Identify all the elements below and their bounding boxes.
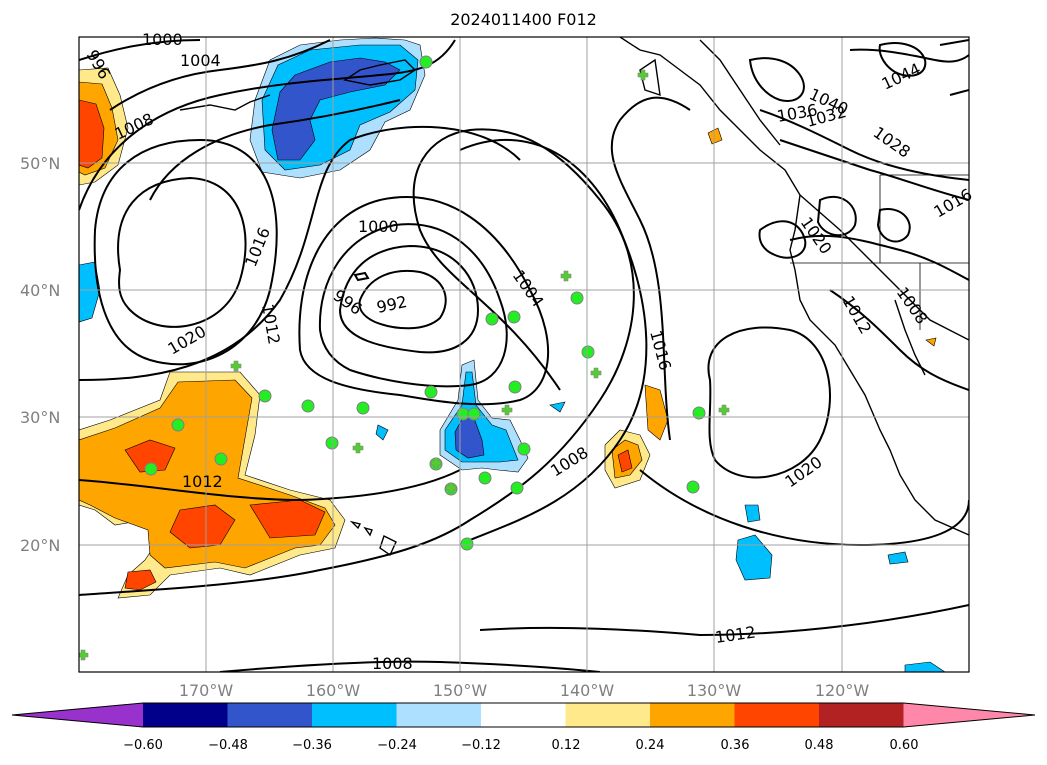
observation-circle-marker [507,310,521,324]
observation-circle-marker [485,312,499,326]
colorbar-extend-min [12,703,143,727]
political-borders [790,174,969,330]
observation-circle-marker [356,401,370,415]
observation-circle-marker [419,55,433,69]
lon-label: 170°W [179,681,234,700]
colorbar-segment [143,703,228,727]
observation-circle-marker [570,291,584,305]
contour-label: 1020 [781,452,825,491]
lon-label: 140°W [560,681,615,700]
contour-label: 1028 [870,123,914,162]
map-frame [78,36,970,673]
observation-plus-marker [637,69,649,81]
lat-label: 50°N [20,154,60,173]
colorbar-segment [819,703,904,727]
colorbar-extend-max [903,703,1035,727]
observation-plus-marker [230,360,242,372]
lon-label: 160°W [306,681,361,700]
lat-label: 30°N [20,408,60,427]
contour-label: 1016 [646,328,675,372]
lon-label: 120°W [815,681,870,700]
colorbar-segment [227,703,313,727]
map-title: 2024011400 F012 [450,10,597,29]
colorbar-tick-label: −0.60 [123,738,163,753]
contour-label: 1000 [358,217,399,236]
observation-circle-marker [171,418,185,432]
coastlines [179,37,969,557]
colorbar-labels: −0.60 −0.48 −0.36 −0.24 −0.12 0.12 0.24 … [123,738,918,753]
contour-label: 1000 [142,30,183,49]
colorbar-segment [396,703,482,727]
colorbar-tick-label: 0.48 [805,738,834,753]
observation-circle-marker [686,480,700,494]
observation-circle-marker [478,471,492,485]
observation-plus-marker [445,482,457,494]
colorbar-segment [734,703,820,727]
observation-plus-marker [590,367,602,379]
observation-circle-marker [424,385,438,399]
isobars [79,39,969,672]
colorbar-tick-label: 0.12 [552,738,581,753]
observation-circle-marker [517,442,531,456]
lon-label: 130°W [687,681,742,700]
contour-label: 992 [375,292,409,317]
colorbar-tick-label: −0.24 [377,738,417,753]
lat-label: 20°N [20,536,60,555]
map-gridlines [79,37,969,672]
observation-circle-marker [258,389,272,403]
colorbar-segment [565,703,651,727]
colorbar-tick-label: −0.12 [461,738,501,753]
latitude-labels: 50°N 40°N 30°N 20°N [20,154,60,555]
colorbar-tick-label: −0.36 [292,738,332,753]
observation-circle-marker [467,407,481,421]
observation-markers [79,55,730,661]
lon-label: 150°W [433,681,488,700]
colorbar-tick-label: 0.36 [721,738,750,753]
observation-circle-marker [144,462,158,476]
observation-plus-marker [430,457,442,469]
observation-plus-marker [79,649,89,661]
contour-label: 1008 [372,654,413,673]
shaded-field [79,37,946,672]
observation-circle-marker [581,345,595,359]
colorbar-tick-label: −0.48 [208,738,248,753]
observation-plus-marker [560,270,572,282]
colorbar-segment [481,703,566,727]
colorbar-segment [312,703,397,727]
observation-circle-marker [508,380,522,394]
contour-label: 1012 [258,302,284,345]
lat-label: 40°N [20,281,60,300]
contour-labels: 1000 1004 996 1008 1016 1012 1020 1000 9… [83,30,976,673]
observation-circle-marker [301,399,315,413]
colorbar-outline [11,702,1036,728]
contour-label: 1012 [714,622,757,646]
observation-plus-marker [352,442,364,454]
contour-label: 1012 [182,472,223,491]
colorbar [11,702,1036,728]
contour-label: 1012 [839,293,876,338]
observation-plus-marker [501,404,513,416]
colorbar-segment [650,703,735,727]
observation-circle-marker [460,537,474,551]
colorbar-tick-label: 0.60 [890,738,919,753]
colorbar-tick-label: 0.24 [636,738,665,753]
observation-circle-marker [325,436,339,450]
observation-circle-marker [510,481,524,495]
observation-circle-marker [214,452,228,466]
contour-label: 1004 [509,266,548,310]
observation-circle-marker [692,406,706,420]
observation-circle-marker [456,407,470,421]
contour-label: 1008 [547,443,592,481]
observation-plus-marker [718,404,730,416]
contour-label: 996 [330,286,366,319]
contour-label: 1004 [180,51,221,70]
longitude-labels: 170°W 160°W 150°W 140°W 130°W 120°W [179,681,870,700]
